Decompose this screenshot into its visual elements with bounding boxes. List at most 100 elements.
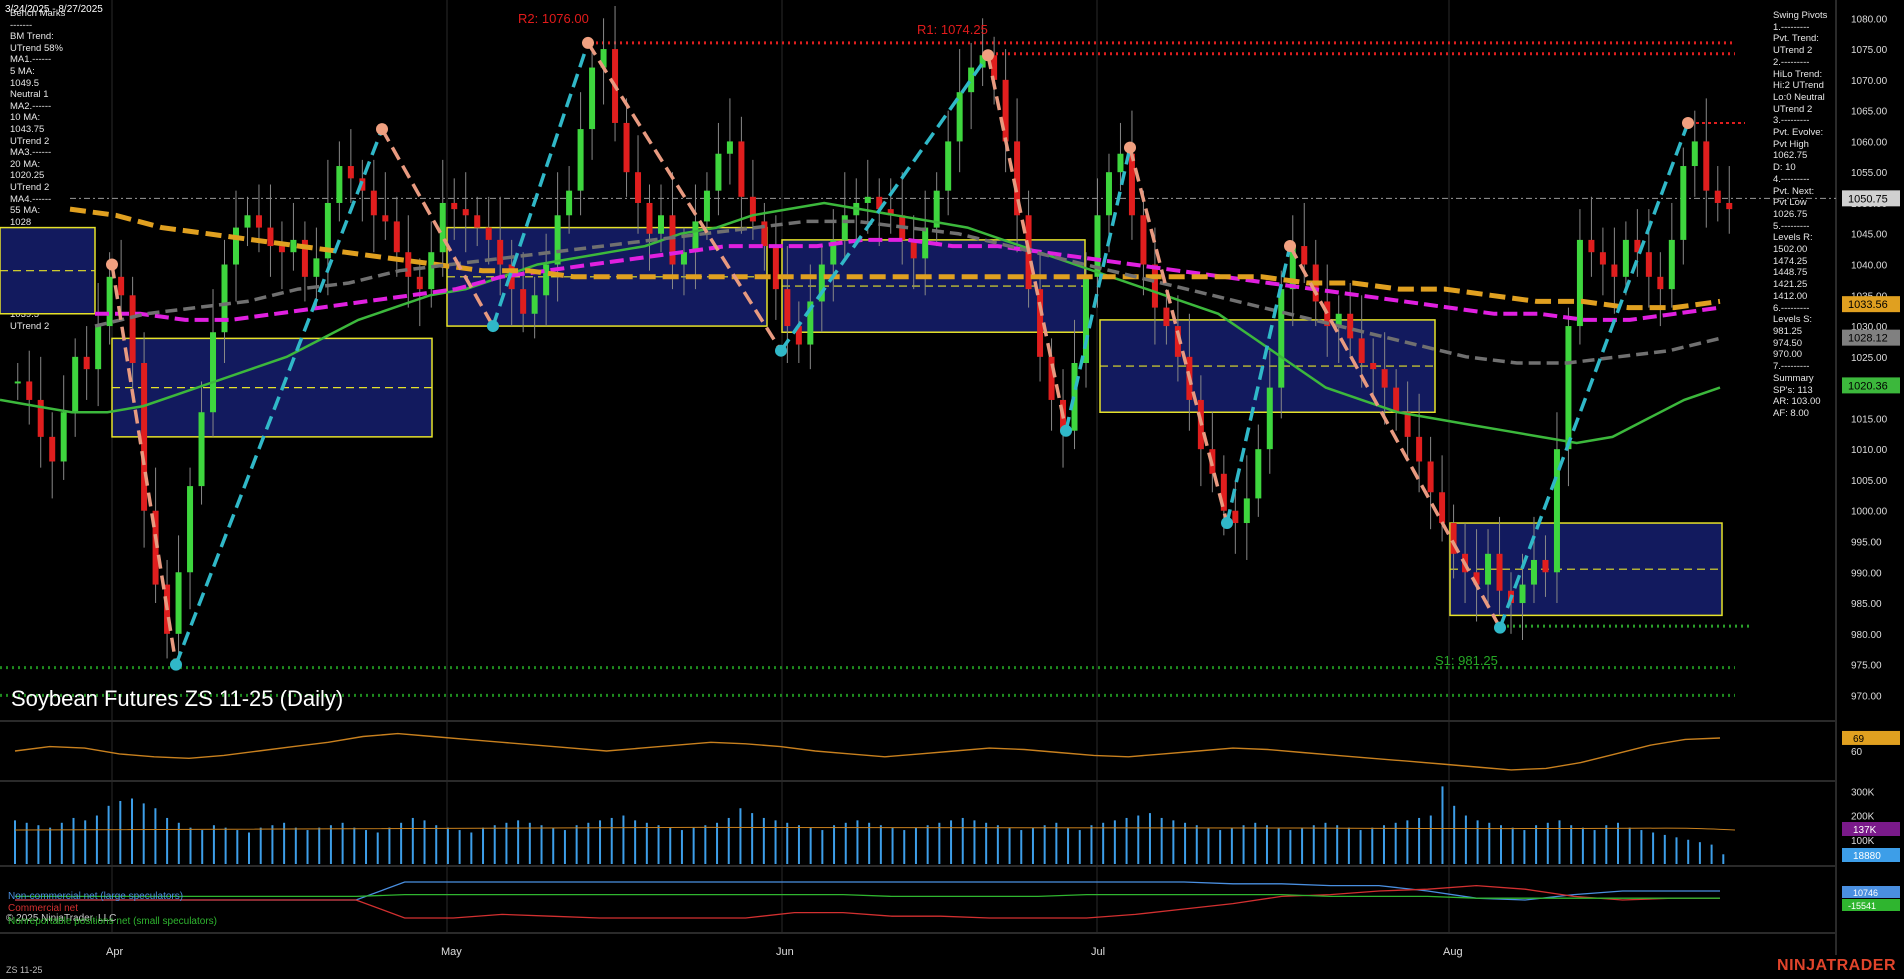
pivot-line: 7.--------- (1773, 361, 1810, 373)
candle-body (1266, 387, 1273, 450)
pivot-line: 1421.25 (1773, 279, 1808, 291)
pivot-line: UTrend 2 (1773, 103, 1813, 115)
cot-tag (1842, 886, 1900, 898)
candle-body (1358, 338, 1365, 363)
candle-body (784, 289, 791, 327)
price-tag-text: 1028.12 (1848, 333, 1888, 345)
pivot-line: Pvt. Trend: (1773, 33, 1819, 45)
candle-body (405, 252, 412, 277)
y-tick-label: 975.00 (1851, 661, 1882, 672)
pivot-line: Pvt. Next: (1773, 185, 1815, 197)
copyright: © 2025 NinjaTrader, LLC (6, 913, 117, 924)
pivot-line: UTrend 2 (1773, 45, 1813, 57)
oscillator-line (14, 732, 1721, 771)
benchmark-line: 5 MA: (10, 65, 35, 77)
benchmark-line: 1020.25 (10, 170, 45, 182)
candle-body (210, 332, 217, 413)
candle-body (1289, 246, 1296, 290)
pivot-line: SP's: 113 (1773, 384, 1813, 396)
swing-pivot-point (582, 36, 594, 49)
y-tick-label: 990.00 (1851, 568, 1882, 579)
swing-segment (174, 128, 384, 666)
candle-body (255, 215, 262, 228)
candle-body (1519, 584, 1526, 604)
y-tick-label: 1000.00 (1851, 507, 1888, 518)
candle-body (1174, 326, 1181, 357)
candle-body (1496, 553, 1503, 591)
candle-body (887, 209, 894, 216)
candle-body (1324, 301, 1331, 327)
candle-body (221, 264, 228, 333)
pivot-line: D: 10 (1773, 162, 1796, 174)
candle-body (1565, 326, 1572, 450)
candle-body (83, 356, 90, 370)
candle-body (1427, 461, 1434, 493)
candle-body (589, 67, 596, 130)
symbol-footer: ZS 11-25 (6, 965, 43, 975)
candle-body (1404, 412, 1411, 437)
swing-segment (110, 264, 178, 665)
ma-line-green (0, 201, 1721, 445)
r2-label: R2: 1076.00 (518, 11, 589, 26)
pivot-line: Pvt High (1773, 138, 1809, 150)
candle-body (347, 166, 354, 179)
benchmark-line: UTrend 2 (10, 135, 50, 147)
pivot-line: 4.--------- (1773, 173, 1810, 185)
benchmark-line: MA4.------ (10, 193, 52, 205)
candle-body (761, 221, 768, 247)
pivot-line: 2.--------- (1773, 56, 1810, 68)
candle-body (703, 190, 710, 222)
candle-body (1048, 356, 1055, 400)
candle-body (1542, 559, 1549, 573)
candle-body (830, 239, 837, 265)
benchmark-line: 1049.5 (10, 77, 40, 89)
candle-body (1576, 239, 1583, 327)
candle-body (864, 196, 871, 203)
candle-body (1668, 239, 1675, 290)
y-tick-label: 1015.00 (1851, 414, 1888, 425)
candle-body (301, 239, 308, 277)
candle-body (680, 252, 687, 265)
cot-series-line (15, 893, 1720, 899)
swing-segment (586, 42, 783, 352)
candle-body (497, 239, 504, 265)
pivot-line: Levels R: (1773, 232, 1813, 244)
benchmark-line: 1028 (10, 216, 32, 228)
benchmark-line: ------- (10, 19, 33, 31)
candle-body (623, 122, 630, 173)
oscillator-tick: 60 (1851, 747, 1863, 758)
swing-segment (1064, 147, 1132, 432)
candle-body (278, 246, 285, 253)
swing-pivot-point (170, 658, 182, 671)
candle-body (818, 264, 825, 302)
candle-body (1473, 572, 1480, 585)
pivot-line: Pvt Low (1773, 197, 1807, 209)
candle-body (118, 276, 125, 296)
candle-body (1037, 289, 1044, 357)
candle-body (474, 215, 481, 228)
y-tick-label: 1010.00 (1851, 445, 1888, 456)
candle-body (72, 356, 79, 413)
candle-body (531, 295, 538, 314)
price-tag-text: 1050.75 (1848, 193, 1888, 205)
candle-body (1105, 172, 1112, 216)
candle-body (692, 221, 699, 253)
candle-body (1163, 307, 1170, 327)
candle-body (600, 49, 607, 68)
candle-body (1611, 264, 1618, 277)
benchmark-line: 1039.5 (10, 309, 40, 321)
candle-body (141, 363, 148, 511)
candle-body (1634, 239, 1641, 253)
candle-body (106, 276, 113, 327)
price-tag (1842, 190, 1900, 207)
swing-pivots-panel: Swing Pivots 1.--------- Pvt. Trend: UTrend… (1773, 10, 1827, 420)
candle-body (991, 55, 998, 80)
candle-body (1530, 559, 1537, 585)
price-tag-text: 1033.56 (1848, 299, 1888, 311)
candle-body (198, 412, 205, 487)
pivot-line: 5.--------- (1773, 220, 1810, 232)
swing-segment (1225, 245, 1292, 524)
candle-body (485, 227, 492, 240)
swing-pivot-point (1284, 240, 1296, 253)
